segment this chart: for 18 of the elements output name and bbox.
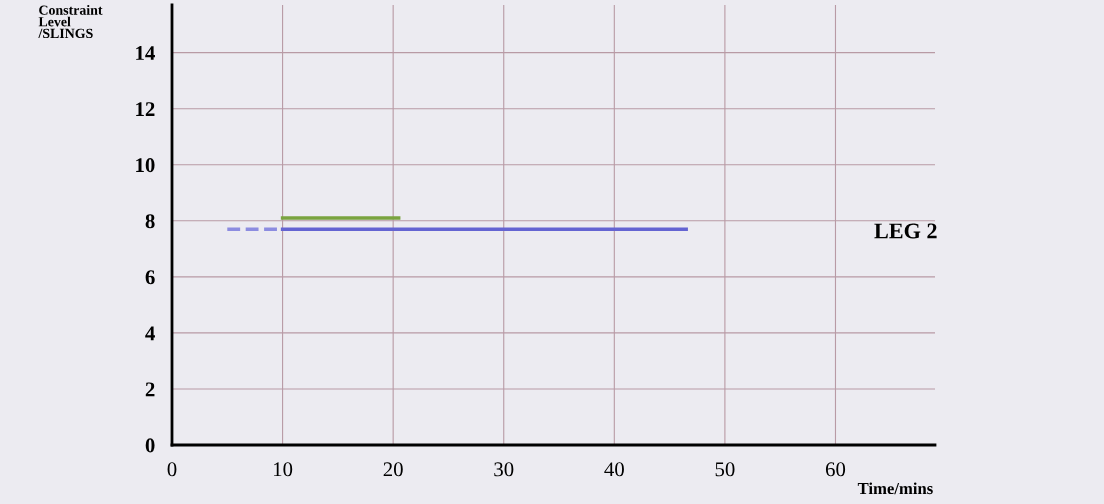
x-tick-label: 30 [494,462,514,477]
y-tick-label: 10 [136,158,155,173]
x-tick-label: 50 [715,462,735,477]
y-tick-label: 4 [145,326,155,341]
x-tick-label: 40 [604,462,624,477]
y-tick-label: 14 [136,46,155,60]
x-tick-label: 10 [274,462,293,477]
x-axis-title: Time/mins [857,482,933,495]
x-tick-label: 0 [167,462,177,477]
y-tick-label: 8 [145,214,155,229]
x-tick-label: 20 [383,462,403,477]
y-tick-label: 0 [145,438,155,453]
annotation: LEG 2 [874,223,937,239]
y-tick-label: 6 [145,270,155,285]
y-tick-label: 12 [136,102,155,116]
y-tick-label: 2 [145,382,155,397]
x-tick-label: 60 [825,462,846,477]
y-axis-title: Constraint Level /SLINGS [38,5,103,39]
